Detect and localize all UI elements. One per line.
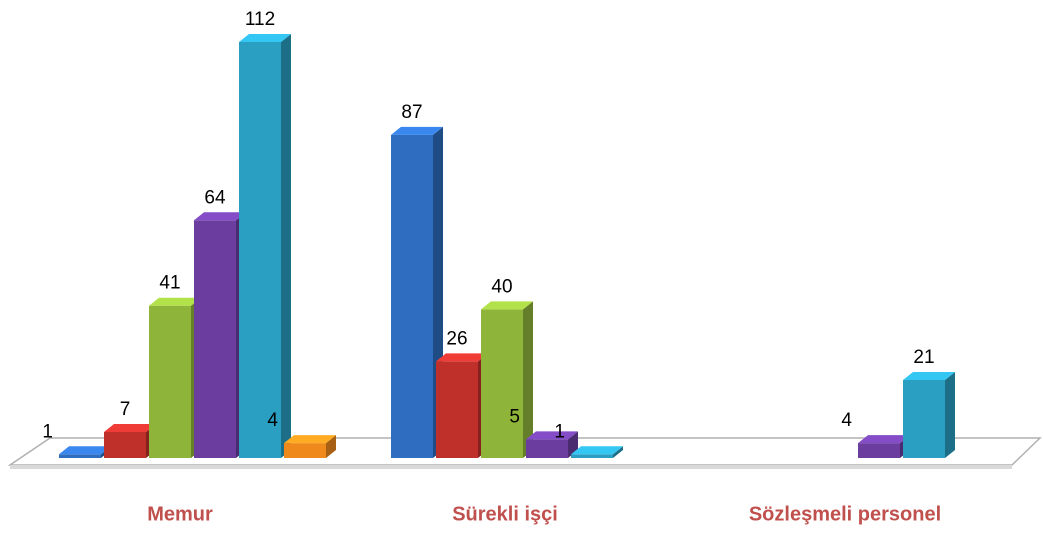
- bar-front: [481, 309, 523, 458]
- data-label: 4: [267, 410, 278, 431]
- bar-side: [945, 372, 955, 458]
- bar-top: [59, 446, 111, 455]
- bar: [571, 446, 623, 458]
- bar-top: [436, 353, 488, 362]
- bar: [149, 297, 201, 458]
- bar-front: [858, 443, 900, 458]
- data-label: 40: [491, 276, 512, 297]
- data-label: 1: [42, 421, 53, 442]
- bar-top: [481, 301, 533, 310]
- bar: [239, 34, 291, 458]
- bar-top: [858, 435, 910, 444]
- data-label: 21: [913, 347, 934, 368]
- data-label: 7: [120, 399, 131, 420]
- bar-top: [903, 372, 955, 380]
- bar-front: [284, 443, 326, 458]
- bar: [436, 353, 488, 458]
- bar: [194, 212, 246, 458]
- bar-top: [149, 297, 201, 306]
- bar-side: [523, 301, 533, 458]
- bar-front: [59, 454, 101, 458]
- bar-front: [104, 432, 146, 458]
- bar: [104, 424, 156, 458]
- bar-side: [613, 446, 623, 458]
- floor-edge: [10, 465, 1012, 469]
- data-label: 26: [446, 328, 467, 349]
- bar-front: [526, 439, 568, 458]
- category-label: Sürekli işçi: [452, 503, 558, 525]
- bar: [903, 372, 955, 458]
- bar-top: [194, 212, 246, 221]
- bar: [391, 126, 443, 458]
- bar-top: [391, 126, 443, 135]
- category-label: Sözleşmeli personel: [749, 503, 941, 525]
- bar-front: [149, 305, 191, 458]
- bar-top: [284, 435, 336, 444]
- bar: [284, 435, 336, 458]
- bar-top: [571, 446, 623, 455]
- bar-front: [239, 42, 281, 458]
- bar-front: [436, 361, 478, 458]
- bar-front: [571, 454, 613, 458]
- bar-top: [104, 424, 156, 432]
- bar: [858, 435, 910, 458]
- bar-top: [526, 431, 578, 440]
- category-label: Memur: [147, 503, 213, 525]
- data-label: 64: [204, 187, 226, 208]
- data-label: 4: [841, 410, 852, 431]
- data-label: 1: [554, 421, 565, 442]
- data-label: 112: [245, 9, 275, 30]
- bar: [481, 301, 533, 458]
- bar: [526, 431, 578, 458]
- data-label: 5: [509, 406, 520, 427]
- bar-front: [903, 380, 945, 458]
- bar-front: [391, 134, 433, 458]
- bar-side: [326, 435, 336, 458]
- data-label: 87: [401, 102, 422, 123]
- bar-top: [239, 34, 291, 42]
- bar-front: [194, 220, 236, 458]
- bar-side: [281, 34, 291, 458]
- data-label: 41: [159, 273, 180, 294]
